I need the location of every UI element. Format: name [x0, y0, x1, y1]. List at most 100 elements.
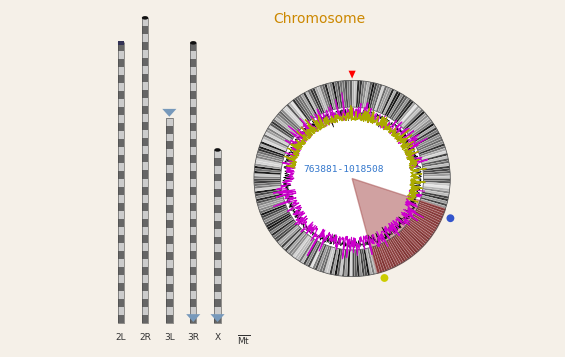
Wedge shape: [362, 249, 367, 276]
Wedge shape: [372, 246, 383, 273]
Wedge shape: [352, 250, 355, 277]
Wedge shape: [259, 202, 285, 214]
Wedge shape: [400, 230, 420, 251]
Wedge shape: [281, 228, 302, 248]
Bar: [166, 134, 172, 141]
Bar: [142, 211, 148, 218]
Bar: [118, 299, 124, 307]
Wedge shape: [257, 197, 284, 206]
Wedge shape: [416, 136, 442, 150]
Bar: [142, 267, 148, 275]
Bar: [166, 212, 172, 220]
Bar: [142, 243, 148, 251]
Wedge shape: [376, 86, 387, 112]
Wedge shape: [406, 223, 428, 242]
Wedge shape: [374, 246, 385, 272]
Bar: [190, 51, 197, 59]
Wedge shape: [389, 238, 406, 262]
Wedge shape: [334, 81, 341, 108]
Bar: [118, 211, 124, 219]
Wedge shape: [423, 166, 450, 171]
Bar: [142, 122, 148, 130]
Wedge shape: [371, 247, 380, 273]
Wedge shape: [414, 212, 438, 228]
Wedge shape: [423, 171, 450, 175]
Bar: [118, 275, 124, 283]
Bar: [142, 34, 148, 42]
Wedge shape: [266, 129, 290, 145]
Wedge shape: [416, 207, 442, 221]
Bar: [142, 90, 148, 98]
Bar: [118, 83, 124, 91]
Wedge shape: [377, 245, 390, 270]
Text: X: X: [215, 333, 220, 342]
Wedge shape: [297, 96, 313, 120]
Wedge shape: [397, 102, 416, 124]
Bar: [190, 307, 197, 315]
Wedge shape: [257, 153, 283, 162]
Wedge shape: [420, 199, 446, 209]
Bar: [214, 213, 221, 221]
Text: 2R: 2R: [139, 333, 151, 342]
Wedge shape: [342, 81, 346, 107]
Bar: [142, 82, 148, 90]
Wedge shape: [410, 219, 433, 236]
Bar: [142, 146, 148, 154]
Wedge shape: [386, 240, 401, 265]
Bar: [190, 163, 197, 171]
Wedge shape: [257, 151, 284, 160]
Wedge shape: [394, 235, 412, 258]
Bar: [214, 221, 221, 228]
Bar: [166, 300, 172, 307]
Bar: [142, 275, 148, 283]
Wedge shape: [398, 232, 418, 253]
Bar: [190, 139, 197, 147]
Bar: [190, 267, 197, 275]
Wedge shape: [419, 146, 445, 156]
Wedge shape: [256, 156, 282, 164]
Wedge shape: [419, 143, 445, 155]
Bar: [142, 187, 148, 195]
Wedge shape: [424, 178, 450, 181]
Wedge shape: [423, 168, 450, 173]
Wedge shape: [407, 222, 430, 240]
Wedge shape: [414, 130, 438, 145]
Wedge shape: [381, 243, 394, 268]
Wedge shape: [267, 214, 291, 230]
Bar: [190, 115, 197, 123]
Wedge shape: [411, 123, 434, 140]
Circle shape: [380, 274, 388, 282]
Wedge shape: [279, 226, 301, 246]
Wedge shape: [423, 182, 450, 186]
Wedge shape: [257, 195, 283, 204]
Wedge shape: [299, 238, 315, 262]
Wedge shape: [260, 141, 286, 153]
Wedge shape: [337, 249, 343, 276]
Wedge shape: [401, 229, 421, 250]
Bar: [190, 131, 197, 139]
Wedge shape: [411, 217, 434, 234]
Wedge shape: [418, 206, 443, 218]
Bar: [166, 307, 172, 315]
Wedge shape: [294, 97, 312, 121]
Bar: [118, 227, 124, 235]
Wedge shape: [285, 230, 305, 251]
Wedge shape: [376, 245, 387, 271]
Wedge shape: [271, 219, 294, 236]
Wedge shape: [312, 244, 325, 269]
Bar: [118, 107, 124, 115]
Wedge shape: [374, 246, 385, 272]
Wedge shape: [340, 81, 345, 108]
Wedge shape: [274, 222, 297, 240]
Wedge shape: [254, 186, 281, 191]
Wedge shape: [380, 244, 392, 269]
Wedge shape: [264, 132, 289, 146]
Bar: [190, 251, 197, 259]
Wedge shape: [297, 237, 313, 261]
Wedge shape: [307, 90, 321, 115]
Bar: [190, 187, 197, 195]
Bar: [190, 243, 197, 251]
Bar: [142, 283, 148, 291]
Wedge shape: [418, 141, 444, 153]
Wedge shape: [394, 99, 412, 122]
